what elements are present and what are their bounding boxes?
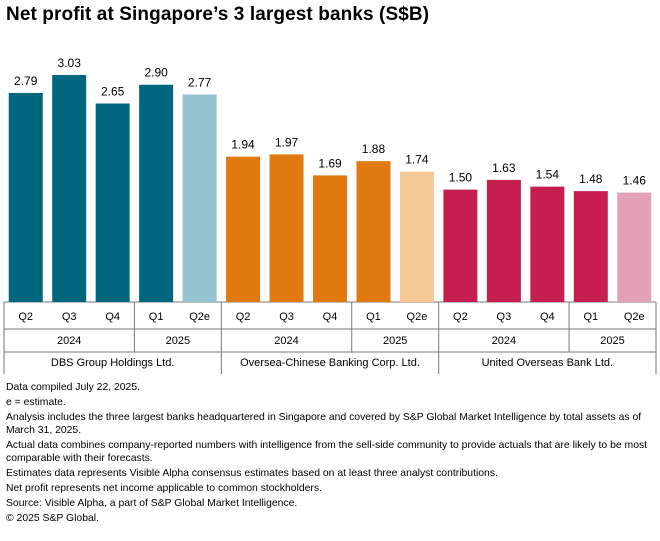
quarter-tick-label: Q4 [323, 311, 338, 323]
quarter-tick-label: Q2 [453, 311, 468, 323]
quarter-tick-label: Q2 [18, 311, 33, 323]
footnote-5: Net profit represents net income applica… [6, 483, 322, 494]
bar [313, 175, 347, 302]
chart-title: Net profit at Singapore’s 3 largest bank… [6, 4, 430, 25]
data-label: 2.77 [188, 75, 212, 89]
footnote-6: Source: Visible Alpha, a part of S&P Glo… [6, 498, 298, 509]
bar [226, 156, 261, 302]
bar [269, 154, 304, 302]
data-label: 1.94 [231, 138, 255, 152]
bar [182, 94, 217, 302]
bank-group-label: United Overseas Bank Ltd. [482, 357, 613, 369]
data-label: 2.90 [144, 66, 168, 80]
bank-group-label: DBS Group Holdings Ltd. [51, 357, 175, 369]
bar [486, 179, 521, 302]
footnote-1: e = estimate. [6, 397, 66, 408]
year-tick-label: 2024 [274, 335, 298, 347]
data-label: 2.65 [101, 84, 125, 98]
year-tick-label: 2025 [600, 335, 624, 347]
bar [139, 84, 174, 302]
bar-chart: 2.79 Q2 3.03 Q3 2.65 Q4 2.90 Q1 2.77 Q2e 2024 2025 D… [3, 56, 657, 374]
quarter-tick-label: Q1 [583, 311, 598, 323]
quarter-tick-label: Q1 [366, 311, 381, 323]
data-label: 1.88 [362, 142, 386, 156]
bar [617, 192, 652, 302]
year-tick-label: 2024 [492, 335, 516, 347]
data-label: 1.63 [492, 161, 516, 175]
data-label: 3.03 [58, 56, 82, 70]
footnote-4: Estimates data represents Visible Alpha … [6, 468, 498, 479]
footnotes: Data compiled July 22, 2025. e = estimate… [6, 381, 654, 527]
quarter-tick-label: Q2e [407, 311, 428, 323]
quarter-tick-label: Q2 [236, 311, 251, 323]
bar [52, 75, 87, 302]
year-tick-label: 2025 [383, 335, 407, 347]
footnote-2: Analysis includes the three largest bank… [6, 412, 642, 436]
quarter-tick-label: Q2e [189, 311, 210, 323]
data-label: 1.50 [449, 171, 473, 185]
data-label: 1.46 [623, 174, 647, 188]
bar [356, 161, 391, 302]
bar [399, 171, 434, 302]
bar [443, 189, 478, 302]
quarter-tick-label: Q3 [62, 311, 77, 323]
data-label: 1.54 [536, 168, 560, 182]
bank-group-label: Oversea-Chinese Banking Corp. Ltd. [240, 357, 420, 369]
data-label: 1.48 [579, 172, 603, 186]
bar [8, 92, 43, 303]
data-label: 1.97 [275, 135, 299, 149]
year-tick-label: 2025 [166, 335, 190, 347]
bar [530, 186, 565, 302]
data-label: 1.69 [318, 156, 342, 170]
quarter-tick-label: Q3 [279, 311, 294, 323]
quarter-tick-label: Q3 [497, 311, 512, 323]
quarter-tick-label: Q1 [149, 311, 164, 323]
quarter-tick-label: Q4 [105, 311, 120, 323]
data-label: 1.74 [405, 153, 429, 167]
data-label: 2.79 [14, 74, 38, 88]
quarter-tick-label: Q2e [624, 311, 645, 323]
footnote-7: © 2025 S&P Global. [6, 513, 99, 524]
footnote-3: Actual data combines company-reported nu… [6, 440, 648, 464]
year-tick-label: 2024 [57, 335, 81, 347]
quarter-tick-label: Q4 [540, 311, 555, 323]
bar [573, 191, 608, 302]
bar [95, 103, 130, 302]
footnote-0: Data compiled July 22, 2025. [6, 382, 141, 393]
